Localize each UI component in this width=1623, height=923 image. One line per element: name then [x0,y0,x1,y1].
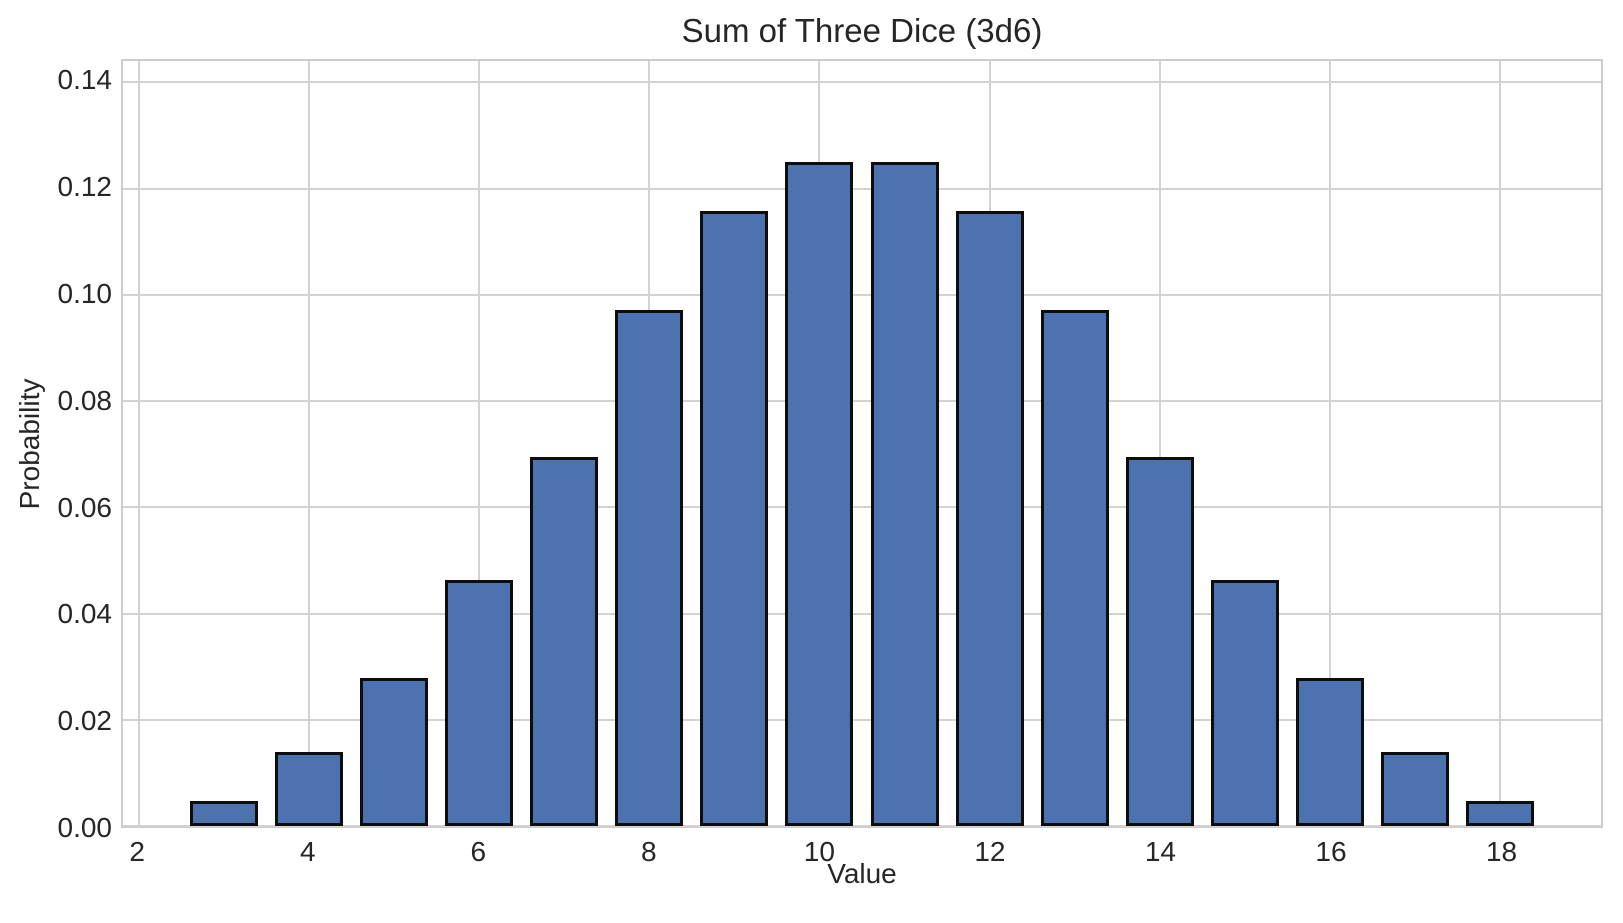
y-gridline-0.00 [123,825,1601,827]
x-tick-label: 4 [299,836,316,867]
bar-16 [1295,678,1364,826]
x-gridline-6 [478,61,481,826]
bar-18 [1465,801,1534,826]
bar-9 [700,211,769,826]
plot-area [121,59,1603,828]
x-tick-label: 2 [129,836,145,867]
y-gridline-0.14 [123,81,1601,84]
y-tick-label: 0.04 [57,598,113,630]
y-tick-label: 0.06 [57,491,113,523]
x-axis-label: Value [827,858,897,889]
bar-8 [615,309,684,826]
x-tick-label: 16 [1315,836,1347,867]
y-gridline-0.02 [123,718,1601,721]
bar-4 [275,752,344,826]
y-gridline-0.06 [123,506,1601,509]
x-tick-label: 8 [641,836,657,867]
bar-5 [360,678,429,826]
y-tick-label: 0.10 [57,277,113,309]
x-gridline-18 [1498,61,1501,826]
y-tick-label: 0.02 [57,705,113,737]
bar-15 [1210,580,1279,826]
y-tick-label: 0.14 [57,64,113,96]
x-gridline-4 [308,61,311,826]
x-tick-label: 6 [470,836,487,867]
x-gridline-16 [1328,61,1331,826]
y-tick-label: 0.08 [57,384,113,416]
bar-11 [870,161,939,826]
bar-17 [1380,752,1449,826]
y-gridline-0.08 [123,400,1601,402]
x-gridline-2 [138,61,141,826]
y-gridline-0.04 [123,612,1601,615]
bar-12 [955,211,1024,826]
bar-3 [190,801,259,826]
y-tick-label: 0.00 [57,812,113,843]
y-gridline-0.10 [123,293,1601,296]
chart-title: Sum of Three Dice (3d6) [681,12,1043,49]
x-tick-label: 12 [974,836,1006,867]
bar-6 [445,580,514,826]
x-tick-label: 10 [803,836,835,867]
x-tick-label: 14 [1144,836,1177,867]
bar-10 [785,161,854,826]
y-tick-label: 0.12 [57,171,113,203]
x-tick-label: 18 [1485,836,1518,867]
bar-7 [530,457,599,826]
bar-14 [1125,457,1194,826]
bar-13 [1040,309,1109,826]
x-gridline-14 [1158,61,1161,826]
y-gridline-0.12 [123,187,1601,190]
